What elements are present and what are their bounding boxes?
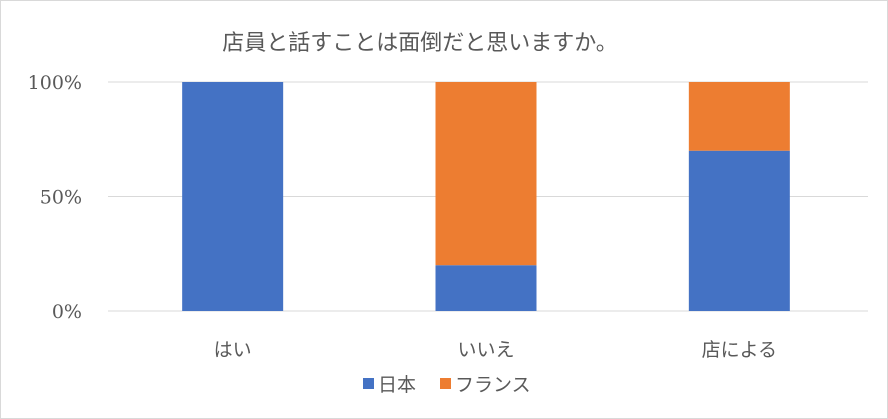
legend: 日本 フランス: [363, 374, 531, 396]
bar-segment: [435, 265, 537, 311]
legend-swatch: [363, 378, 374, 389]
x-tick-label: 店による: [702, 339, 777, 361]
legend-swatch: [440, 378, 451, 389]
x-tick-label: はい: [214, 339, 252, 361]
x-axis-labels: はい いいえ 店による: [214, 339, 777, 361]
chart-title: 店員と話すことは面倒だと思いますか。: [222, 31, 618, 56]
bar-segment: [182, 82, 284, 311]
bars: [182, 82, 790, 311]
legend-label: 日本: [378, 374, 416, 396]
y-axis-ticks: 0% 50% 100%: [28, 72, 82, 323]
bar-segment: [688, 82, 790, 151]
y-tick-label: 100%: [28, 72, 82, 94]
bar-segment: [435, 82, 537, 266]
bar-segment: [688, 150, 790, 311]
legend-label: フランス: [455, 374, 531, 396]
y-tick-label: 50%: [40, 187, 82, 209]
x-tick-label: いいえ: [457, 339, 514, 361]
y-tick-label: 0%: [52, 301, 82, 323]
